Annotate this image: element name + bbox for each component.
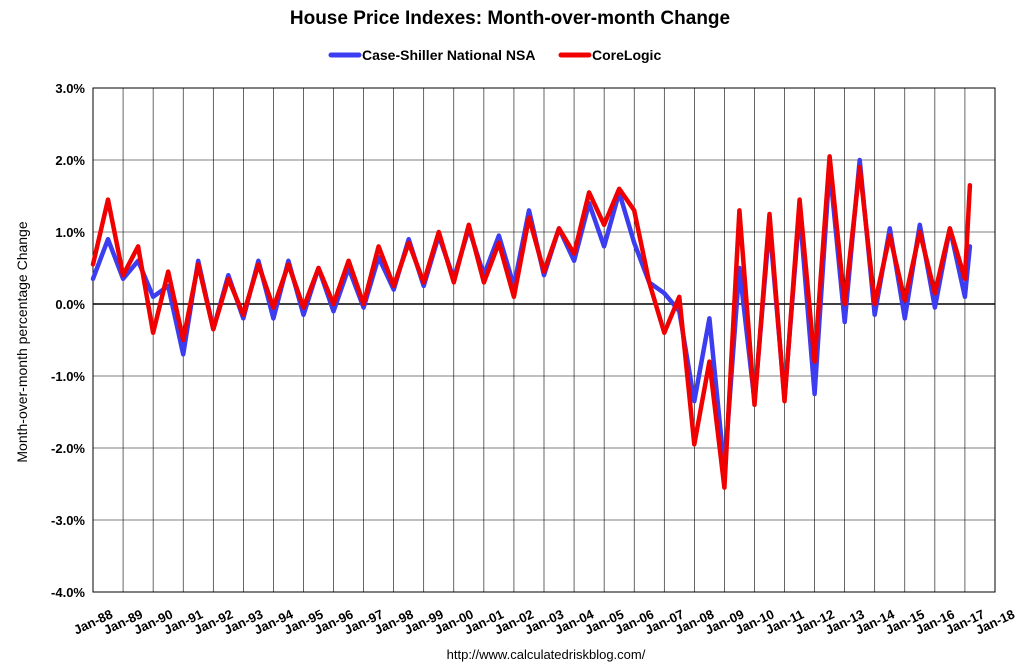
legend-label: CoreLogic bbox=[592, 47, 661, 63]
series-layer bbox=[90, 154, 973, 490]
y-tick-label: -1.0% bbox=[51, 369, 85, 384]
series-line-corelogic bbox=[90, 154, 973, 490]
y-tick-labels: 3.0% 2.0% 1.0% 0.0% -1.0% -2.0% -3.0% -4.0% bbox=[51, 81, 85, 600]
y-tick-label: 0.0% bbox=[55, 297, 85, 312]
y-tick-label: -4.0% bbox=[51, 585, 85, 600]
legend-label: Case-Shiller National NSA bbox=[362, 47, 536, 63]
y-axis-label: Month-over-month percentage Change bbox=[14, 221, 30, 462]
y-tick-label: 3.0% bbox=[55, 81, 85, 96]
y-tick-label: 1.0% bbox=[55, 225, 85, 240]
y-tick-label: -2.0% bbox=[51, 441, 85, 456]
source-url: http://www.calculatedriskblog.com/ bbox=[447, 647, 646, 662]
legend: Case-Shiller National NSA CoreLogic bbox=[328, 47, 661, 63]
y-tick-label: 2.0% bbox=[55, 153, 85, 168]
plot-area-border bbox=[92, 87, 996, 593]
series-line-case-shiller bbox=[90, 157, 973, 472]
chart-title: House Price Indexes: Month-over-month Ch… bbox=[290, 8, 730, 29]
y-tick-label: -3.0% bbox=[51, 513, 85, 528]
x-tick-labels: Jan-88Jan-89Jan-90Jan-91Jan-92Jan-93Jan-… bbox=[71, 606, 1017, 637]
